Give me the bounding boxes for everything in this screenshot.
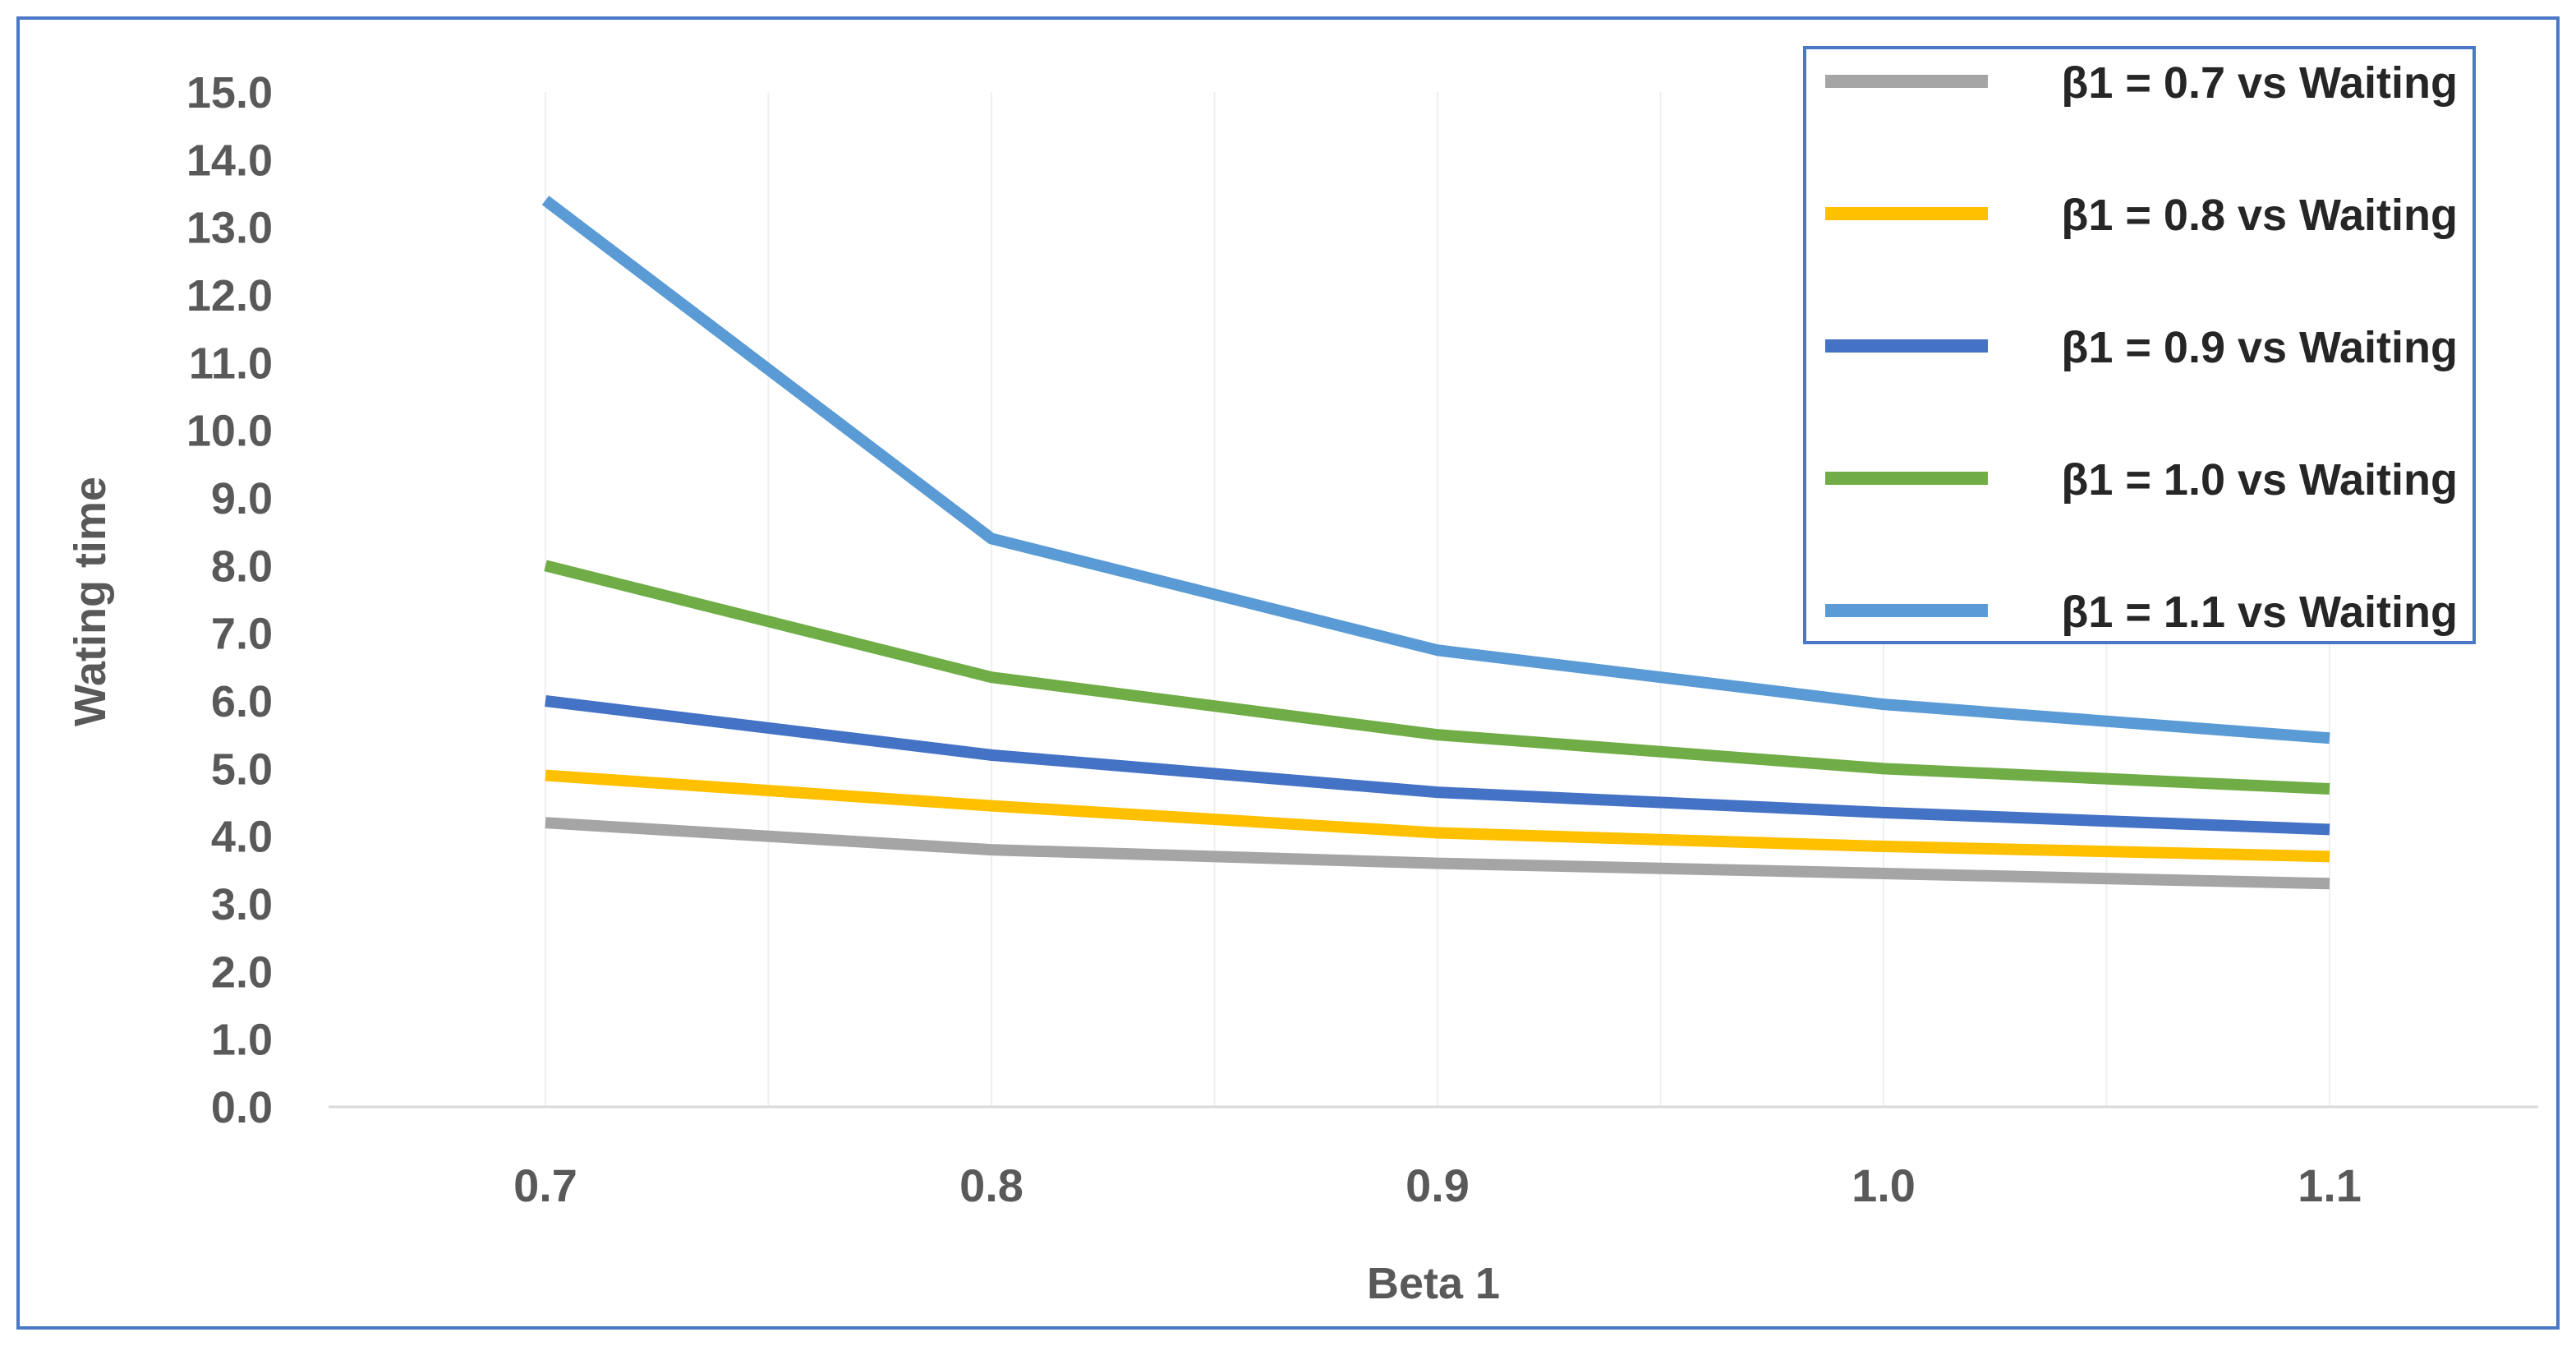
y-tick-label: 7.0 — [211, 610, 273, 659]
legend-label: β1 = 0.9 vs Waiting — [2061, 323, 2458, 372]
y-tick-label: 11.0 — [189, 339, 273, 388]
legend-label: β1 = 1.0 vs Waiting — [2061, 455, 2458, 505]
y-tick-label: 14.0 — [186, 136, 273, 185]
legend: β1 = 0.7 vs Waiting β1 = 0.8 vs Waiting β1… — [1803, 46, 2476, 644]
y-tick-label: 9.0 — [211, 474, 273, 523]
y-tick-label: 4.0 — [211, 813, 273, 862]
y-tick-label: 1.0 — [211, 1016, 273, 1065]
series-line — [544, 560, 2330, 795]
y-tick-label: 5.0 — [211, 744, 273, 794]
y-tick-label: 10.0 — [186, 407, 273, 456]
series-lines — [541, 196, 2330, 890]
y-tick-label: 15.0 — [186, 68, 273, 118]
x-tick-label: 0.9 — [1405, 1159, 1470, 1211]
x-tick-label: 0.7 — [513, 1159, 577, 1211]
y-axis-ticks: 0.0 1.0 2.0 3.0 4.0 5.0 6.0 7.0 8.0 9.0 10.0 11.0 12… — [186, 68, 273, 1132]
y-axis-label: Wating time — [66, 477, 115, 726]
series-line — [545, 817, 2330, 890]
y-tick-label: 12.0 — [186, 271, 273, 320]
y-tick-label: 0.0 — [211, 1083, 273, 1132]
y-tick-label: 8.0 — [211, 542, 273, 591]
legend-label: β1 = 0.8 vs Waiting — [2061, 191, 2458, 240]
x-tick-label: 1.1 — [2298, 1159, 2362, 1211]
y-tick-label: 3.0 — [211, 880, 273, 929]
series-line — [541, 196, 2330, 744]
legend-label: β1 = 1.1 vs Waiting — [2061, 588, 2458, 637]
x-axis-label: Beta 1 — [1367, 1259, 1500, 1308]
x-tick-label: 0.8 — [959, 1159, 1024, 1211]
x-tick-label: 1.0 — [1852, 1159, 1916, 1211]
y-tick-label: 13.0 — [186, 204, 273, 253]
x-axis-ticks: 0.7 0.8 0.9 1.0 1.1 — [513, 1159, 2362, 1211]
legend-label: β1 = 0.7 vs Waiting — [2061, 58, 2458, 108]
series-line — [545, 695, 2330, 836]
y-tick-label: 6.0 — [211, 677, 273, 726]
y-tick-label: 2.0 — [211, 947, 273, 997]
series-line — [545, 769, 2330, 863]
